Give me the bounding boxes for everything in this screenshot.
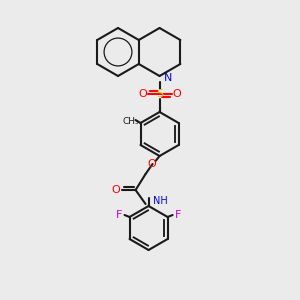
Text: O: O: [111, 185, 120, 195]
Text: O: O: [147, 159, 156, 169]
Text: F: F: [116, 210, 123, 220]
Text: S: S: [156, 89, 163, 99]
Text: F: F: [174, 210, 181, 220]
Text: NH: NH: [153, 196, 167, 206]
Text: O: O: [172, 89, 181, 99]
Text: O: O: [138, 89, 147, 99]
Text: CH₃: CH₃: [122, 116, 139, 125]
Text: N: N: [164, 73, 172, 83]
